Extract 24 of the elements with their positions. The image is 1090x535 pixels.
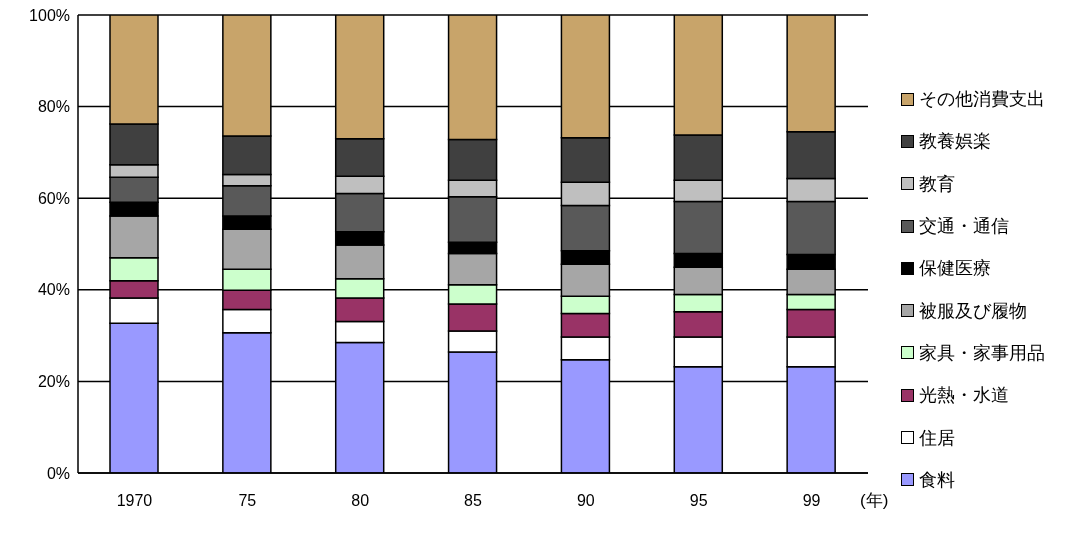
legend-label: 家具・家事用品 xyxy=(919,341,1045,365)
legend-label: 食料 xyxy=(919,468,955,492)
x-tick-label: 75 xyxy=(238,492,257,510)
legend-label: 教養娯楽 xyxy=(919,130,991,154)
x-tick-label: 90 xyxy=(576,492,595,510)
legend-label: 教育 xyxy=(919,172,955,196)
x-tick-label: 99 xyxy=(802,492,821,510)
y-tick-label: 40% xyxy=(37,281,70,299)
x-tick-label: 95 xyxy=(689,492,708,510)
x-tick-label: 80 xyxy=(351,492,370,510)
legend-label: 被服及び履物 xyxy=(919,299,1027,323)
y-tick-label: 100% xyxy=(29,6,70,24)
y-tick-label: 80% xyxy=(37,98,70,116)
y-tick-label: 0% xyxy=(46,464,70,482)
y-tick-label: 60% xyxy=(37,189,70,207)
x-tick-label: 1970 xyxy=(116,492,153,510)
legend-label: その他消費支出 xyxy=(919,88,1045,112)
legend-label: 住居 xyxy=(919,426,955,450)
x-axis-title: (年) xyxy=(860,490,889,512)
legend-label: 保健医療 xyxy=(919,257,991,281)
x-tick-label: 85 xyxy=(464,492,482,510)
y-tick-label: 20% xyxy=(37,373,70,391)
legend-label: 光熱・水道 xyxy=(919,384,1009,408)
legend-label: 交通・通信 xyxy=(919,215,1009,239)
